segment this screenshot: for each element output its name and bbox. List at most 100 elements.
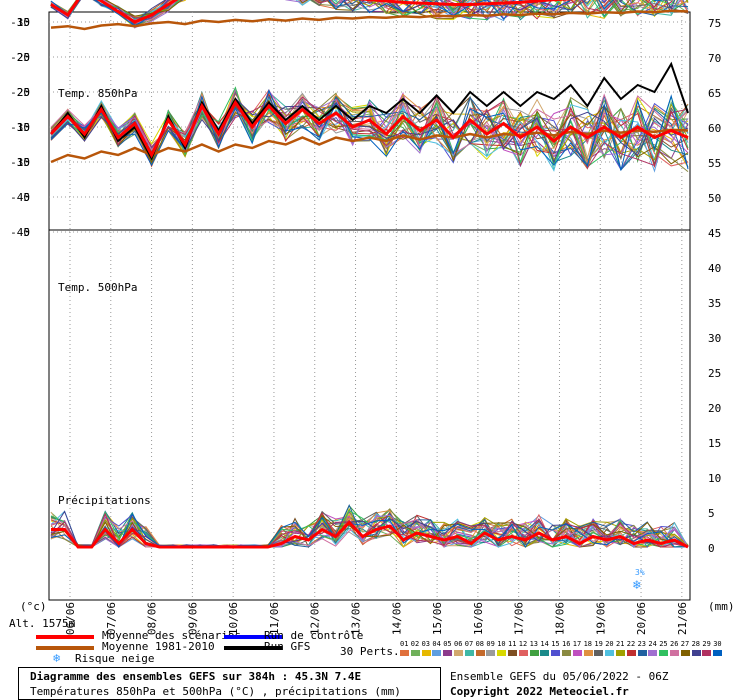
pert-number-label: 07: [464, 640, 474, 648]
x-tick-label: 15/06: [431, 602, 444, 635]
pert-850-line: [50, 99, 689, 165]
x-tick-label: 16/06: [472, 602, 485, 635]
pert-number-label: 05: [443, 640, 452, 648]
pert-850-line: [50, 92, 689, 171]
pert-color-swatch: [594, 650, 604, 656]
y-right-tick-label: 25: [708, 367, 721, 380]
pert-color-swatch: [432, 650, 442, 656]
y-left-tick-label: -45: [10, 226, 30, 239]
y-right-tick-label: 55: [708, 157, 721, 170]
x-tick-label: 13/06: [350, 602, 363, 635]
mean-500-line: [50, 0, 581, 24]
pert-number-label: 23: [637, 640, 647, 648]
pert-number-label: 19: [594, 640, 603, 648]
x-tick-label: 21/06: [676, 602, 689, 635]
pert-color-swatch: [443, 650, 453, 656]
y-right-tick-label: 50: [708, 192, 721, 205]
x-tick-label: 19/06: [594, 602, 607, 635]
pert-number-label: 08: [475, 640, 485, 648]
pert-precip-line: [50, 509, 689, 548]
footer-copyright: Copyright 2022 Meteociel.fr: [450, 685, 629, 698]
pert-color-swatch: [572, 650, 582, 656]
pert-number-label: 20: [605, 640, 614, 648]
pert-color-swatch: [464, 650, 474, 656]
panel-label-850hpa: Temp. 850hPa: [58, 87, 138, 100]
y-left-tick-label: 20: [17, 86, 30, 99]
pert-color-swatch: [454, 650, 463, 656]
y-right-tick-label: 75: [708, 17, 721, 30]
y-left-tick-label: 5: [23, 191, 30, 204]
y-left-tick-label: -25: [10, 86, 30, 99]
pert-number-label: 22: [626, 640, 636, 648]
left-unit-label: (°c): [20, 600, 47, 613]
panel-label-precip: Précipitations: [58, 494, 151, 507]
pert-number-label: 25: [659, 640, 668, 648]
y-left-tick-label: 30: [17, 16, 30, 29]
pert-number-label: 16: [562, 640, 571, 648]
pert-color-swatch: [583, 650, 593, 656]
legend-label-gfs: Run GFS: [264, 640, 311, 653]
pert-number-label: 09: [486, 640, 495, 648]
legend-swatch-gfs: [224, 646, 282, 650]
pert-color-swatch: [540, 650, 550, 656]
pert-color-swatch: [410, 650, 420, 656]
pert-500-line: [50, 0, 639, 24]
pert-number-label: 21: [616, 640, 625, 648]
legend-label-climatology: Moyenne 1981-2010: [102, 640, 215, 653]
y-right-tick-label: 15: [708, 437, 721, 450]
pert-color-swatch: [497, 650, 507, 656]
x-tick-label: 09/06: [186, 602, 199, 635]
pert-500-line: [50, 0, 689, 25]
pert-color-swatch: [616, 650, 625, 656]
y-right-tick-label: 65: [708, 87, 721, 100]
pert-color-swatch: [486, 650, 496, 656]
pert-color-swatch: [670, 650, 679, 656]
pert-color-swatch: [605, 650, 615, 656]
pert-500-line: [50, 0, 689, 22]
y-right-tick-label: 20: [708, 402, 721, 415]
pert-number-label: 11: [508, 640, 517, 648]
pert-number-label: 28: [691, 640, 701, 648]
pert-number-label: 10: [497, 640, 506, 648]
pert-color-swatch: [648, 650, 658, 656]
pert-number-label: 18: [583, 640, 593, 648]
altitude-label: Alt. 1575m: [9, 617, 76, 630]
y-right-tick-label: 70: [708, 52, 721, 65]
footer-run: Ensemble GEFS du 05/06/2022 - 06Z: [450, 670, 669, 683]
pert-500-line: [50, 0, 619, 27]
pert-color-swatch: [551, 650, 561, 656]
y-right-tick-label: 30: [708, 332, 721, 345]
legend-swatch-control: [224, 635, 282, 639]
pert-color-swatch: [421, 650, 431, 656]
snow-risk-value: 3%: [635, 568, 645, 577]
pert-color-swatch: [659, 650, 669, 656]
perts-label: 30 Perts.: [340, 645, 400, 658]
x-tick-label: 07/06: [105, 602, 118, 635]
pert-number-label: 26: [670, 640, 679, 648]
pert-number-label: 12: [518, 640, 528, 648]
pert-color-swatch: [680, 650, 690, 656]
pert-number-label: 01: [400, 640, 409, 648]
pert-number-label: 17: [572, 640, 582, 648]
pert-850-line: [50, 92, 689, 168]
snowflake-icon: ❄: [633, 578, 641, 593]
pert-color-swatch: [400, 650, 409, 656]
footer-title: Diagramme des ensembles GEFS sur 384h : …: [30, 670, 362, 683]
y-right-tick-label: 35: [708, 297, 721, 310]
y-left-tick-label: -20: [10, 51, 30, 64]
pert-color-swatch: [702, 650, 712, 656]
y-left-tick-label: 0: [23, 226, 30, 239]
y-right-tick-label: 0: [708, 542, 715, 555]
legend-swatch-mean: [36, 635, 94, 639]
x-tick-label: 18/06: [553, 602, 566, 635]
pert-color-swatch: [562, 650, 571, 656]
legend-label-snow: Risque neige: [75, 652, 155, 665]
y-right-tick-label: 10: [708, 472, 721, 485]
x-tick-label: 17/06: [513, 602, 526, 635]
pert-500-line: [50, 0, 689, 29]
y-right-tick-label: 5: [708, 507, 715, 520]
y-right-tick-label: 45: [708, 227, 721, 240]
legend-swatch-climatology: [36, 646, 94, 650]
pert-number-label: 13: [529, 640, 539, 648]
y-left-tick-label: 10: [17, 156, 30, 169]
